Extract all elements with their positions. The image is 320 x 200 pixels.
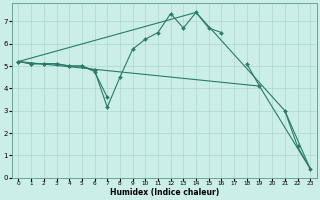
X-axis label: Humidex (Indice chaleur): Humidex (Indice chaleur) — [110, 188, 219, 197]
